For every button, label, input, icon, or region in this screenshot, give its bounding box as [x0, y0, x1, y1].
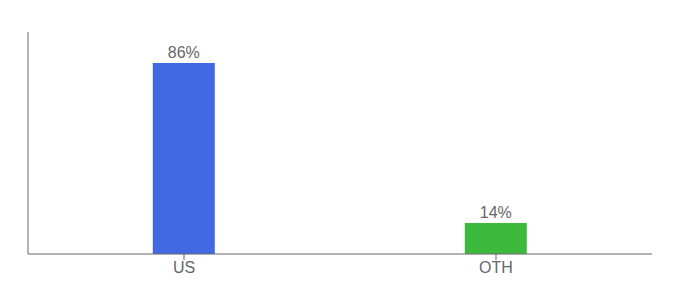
svg-text:OTH: OTH — [479, 259, 513, 276]
svg-text:US: US — [173, 259, 195, 276]
svg-text:86%: 86% — [168, 44, 200, 61]
svg-text:14%: 14% — [480, 204, 512, 221]
